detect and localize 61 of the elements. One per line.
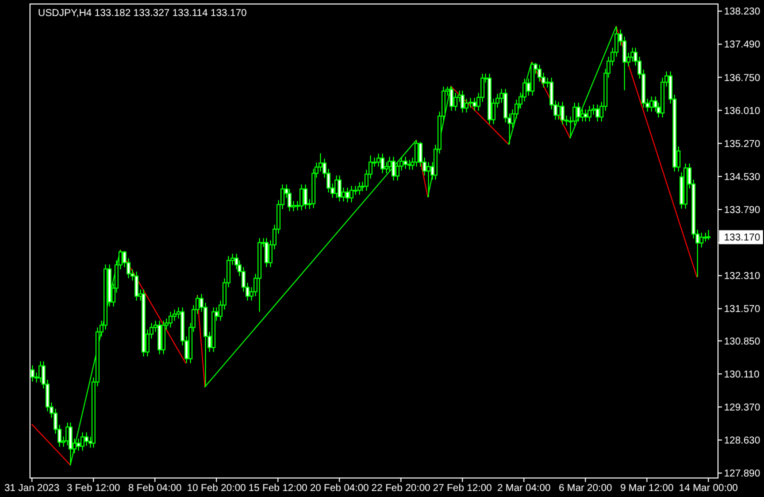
candlestick <box>700 232 704 248</box>
y-tick-label: 130.110 <box>724 369 760 380</box>
candlestick <box>464 98 468 114</box>
candlestick <box>468 97 472 108</box>
candlestick <box>396 161 400 181</box>
candlestick <box>650 96 654 112</box>
candlestick <box>134 271 138 302</box>
y-tick-label: 134.530 <box>724 172 761 183</box>
candlestick <box>84 432 88 446</box>
y-tick-label: 135.270 <box>724 138 761 150</box>
x-tick-label: 14 Mar 00:00 <box>678 483 738 494</box>
candlestick <box>168 311 172 328</box>
x-tick-label: 9 Mar 12:00 <box>620 483 674 494</box>
candlestick <box>584 108 588 122</box>
x-tick-label: 3 Feb 12:00 <box>66 483 121 494</box>
x-tick-label: 22 Feb 20:00 <box>371 483 431 494</box>
candlestick <box>576 102 580 122</box>
y-tick-label: 136.010 <box>724 106 761 117</box>
y-tick-label: 128.630 <box>724 436 761 447</box>
x-tick-label: 27 Feb 12:00 <box>432 483 492 494</box>
candlestick <box>350 185 354 203</box>
candlestick <box>338 175 342 202</box>
candlestick <box>80 432 84 452</box>
x-tick-label: 2 Mar 04:00 <box>497 483 552 494</box>
candlestick <box>460 90 464 114</box>
candlestick <box>588 105 592 122</box>
x-tick-label: 10 Feb 20:00 <box>186 483 246 494</box>
candlestick <box>304 184 308 210</box>
candlestick <box>358 182 362 196</box>
x-tick-label: 15 Feb 12:00 <box>248 483 308 494</box>
candlestick <box>454 92 458 112</box>
candlestick <box>560 101 564 126</box>
y-tick-label: 137.490 <box>724 40 761 51</box>
y-tick-label: 136.750 <box>724 72 761 84</box>
candlestick <box>706 230 710 240</box>
candlestick <box>76 438 80 452</box>
candlestick <box>392 156 396 181</box>
x-tick-label: 8 Feb 04:00 <box>128 483 182 494</box>
x-tick-label: 6 Mar 20:00 <box>558 483 613 494</box>
candlestick <box>472 97 476 112</box>
candlestick <box>264 238 268 268</box>
x-tick-label: 20 Feb 04:00 <box>310 483 370 494</box>
candlestick <box>346 187 350 203</box>
y-tick-label: 129.370 <box>724 402 761 414</box>
candlestick <box>380 153 384 174</box>
y-tick-label: 132.310 <box>724 271 761 282</box>
chart-title: USDJPY,H4 133.182 133.327 133.114 133.170 <box>38 8 248 19</box>
y-tick-label: 131.570 <box>724 304 761 316</box>
y-tick-label: 127.890 <box>724 468 761 480</box>
y-tick-label: 133.790 <box>724 205 761 216</box>
candlestick <box>596 104 600 122</box>
y-tick-label: 130.850 <box>724 336 761 348</box>
candlestick <box>404 156 408 170</box>
y-tick-label: 138.230 <box>724 6 761 18</box>
candlestick <box>408 159 412 170</box>
candlestick <box>376 153 380 168</box>
candlestick <box>288 188 292 212</box>
annotation: 133.170 <box>724 232 761 244</box>
candlestick <box>300 184 304 211</box>
candlestick <box>556 101 560 120</box>
x-tick-label: 31 Jan 2023 <box>4 483 60 494</box>
